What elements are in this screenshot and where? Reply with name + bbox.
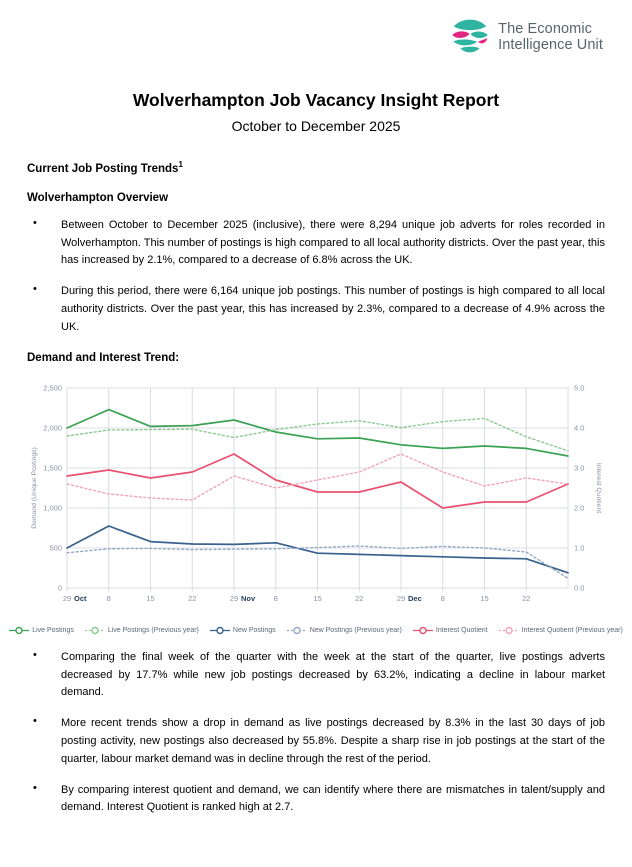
legend-item: Interest Quotient [412, 626, 488, 635]
bullet-glyph: • [33, 216, 37, 229]
legend-marker-icon [286, 626, 307, 634]
legend-item: New Postings [209, 626, 276, 635]
legend-label: Interest Quotient (Previous year) [521, 626, 623, 634]
series-line [66, 524, 569, 574]
x-axis-tick: 15 [146, 594, 154, 603]
left-axis-tick: 0 [58, 583, 62, 592]
trends-heading: Current Job Posting Trends1 [27, 160, 183, 175]
chart-legend: Live Postings Live Postings (Previous yea… [9, 626, 623, 635]
x-axis-tick: 15 [313, 594, 321, 603]
logo-text: The Economic Intelligence Unit [498, 21, 603, 53]
report-title: Wolverhampton Job Vacancy Insight Report [132, 90, 500, 110]
logo-text-line2: Intelligence Unit [498, 37, 603, 53]
bullet-glyph: • [33, 715, 37, 728]
x-axis-tick: 29 [230, 594, 238, 603]
bullet-text: By comparing interest quotient and deman… [61, 783, 605, 814]
legend-item: Live Postings [9, 626, 74, 635]
demand-interest-chart: 0 500 1,000 1,500 2,000 2,500 0.0 1.0 2.0 3.0 4.0 5… [9, 372, 623, 635]
legend-item: Interest Quotient (Previous year) [498, 626, 623, 635]
logo-text-line1: The Economic [498, 20, 593, 37]
x-axis-tick: 29 [397, 594, 405, 603]
right-axis-label: Interest Quotient [595, 463, 602, 513]
right-axis-tick: 2.0 [574, 503, 584, 512]
left-axis-tick: 2,000 [43, 423, 62, 432]
right-axis-tick: 5.0 [574, 383, 584, 392]
bullet-text: More recent trends show a drop in demand… [61, 717, 605, 765]
series-line [66, 408, 569, 457]
left-axis-tick: 1,500 [43, 463, 62, 472]
bullet-text: Between October to December 2025 (inclus… [61, 218, 605, 267]
legend-item: Live Postings (Previous year) [84, 626, 199, 635]
chart-heading: Demand and Interest Trend: [27, 351, 180, 364]
x-axis-tick: 8 [274, 594, 278, 603]
list-item: • By comparing interest quotient and dem… [27, 782, 605, 818]
right-axis-tick: 4.0 [574, 423, 584, 432]
overview-bullets: • Between October to December 2025 (incl… [27, 217, 605, 337]
legend-label: New Postings (Previous year) [309, 626, 402, 634]
x-axis-tick: 22 [355, 594, 363, 603]
legend-label: Interest Quotient [435, 626, 488, 634]
x-axis-month-label: Dec [408, 594, 422, 603]
logo-globe-icon [449, 14, 491, 61]
x-axis-tick: 8 [441, 594, 445, 603]
list-item: • Between October to December 2025 (incl… [27, 217, 605, 270]
x-axis-tick: 29 [63, 594, 71, 603]
series-line [66, 417, 569, 452]
legend-label: Live Postings [32, 626, 74, 634]
legend-marker-icon [9, 626, 30, 634]
legend-item: New Postings (Previous year) [286, 626, 402, 635]
left-axis-tick: 1,000 [43, 503, 62, 512]
left-axis-label: Demand (Unique Postings) [31, 447, 38, 529]
x-axis-tick: 15 [480, 594, 488, 603]
x-axis-month-label: Nov [241, 594, 256, 603]
report-subtitle: October to December 2025 [231, 118, 401, 134]
list-item: • More recent trends show a drop in dema… [27, 715, 605, 768]
left-axis-tick: 500 [49, 543, 62, 552]
x-axis-month-label: Oct [74, 594, 87, 603]
bullet-glyph: • [33, 283, 37, 296]
legend-label: Live Postings (Previous year) [107, 626, 199, 634]
chart-canvas: 0 500 1,000 1,500 2,000 2,500 0.0 1.0 2.0 3.0 4.0 5… [31, 383, 602, 603]
overview-heading: Wolverhampton Overview [27, 191, 169, 204]
left-axis-tick: 2,500 [43, 383, 62, 392]
right-axis-tick: 0.0 [574, 583, 584, 592]
legend-label: New Postings [232, 626, 276, 634]
bullet-text: During this period, there were 6,164 uni… [61, 285, 605, 333]
list-item: • Comparing the final week of the quarte… [27, 649, 605, 702]
legend-marker-icon [412, 626, 433, 634]
legend-marker-icon [209, 626, 230, 634]
legend-marker-icon [498, 626, 519, 634]
x-axis-tick: 22 [522, 594, 530, 603]
bullet-glyph: • [33, 781, 37, 794]
series-line [66, 453, 569, 501]
list-item: • During this period, there were 6,164 u… [27, 283, 605, 336]
series-line [66, 452, 569, 509]
right-axis-tick: 3.0 [574, 463, 584, 472]
bullet-glyph: • [33, 648, 37, 661]
analysis-bullets: • Comparing the final week of the quarte… [27, 649, 605, 818]
logo: The Economic Intelligence Unit [449, 14, 603, 61]
x-axis-tick: 22 [188, 594, 196, 603]
right-axis-tick: 1.0 [574, 543, 584, 552]
bullet-text: Comparing the final week of the quarter … [61, 650, 605, 699]
footnote-marker: 1 [178, 160, 183, 169]
legend-marker-icon [84, 626, 105, 634]
series-line [66, 545, 569, 579]
x-axis-tick: 8 [107, 594, 111, 603]
header: The Economic Intelligence Unit [27, 8, 605, 66]
